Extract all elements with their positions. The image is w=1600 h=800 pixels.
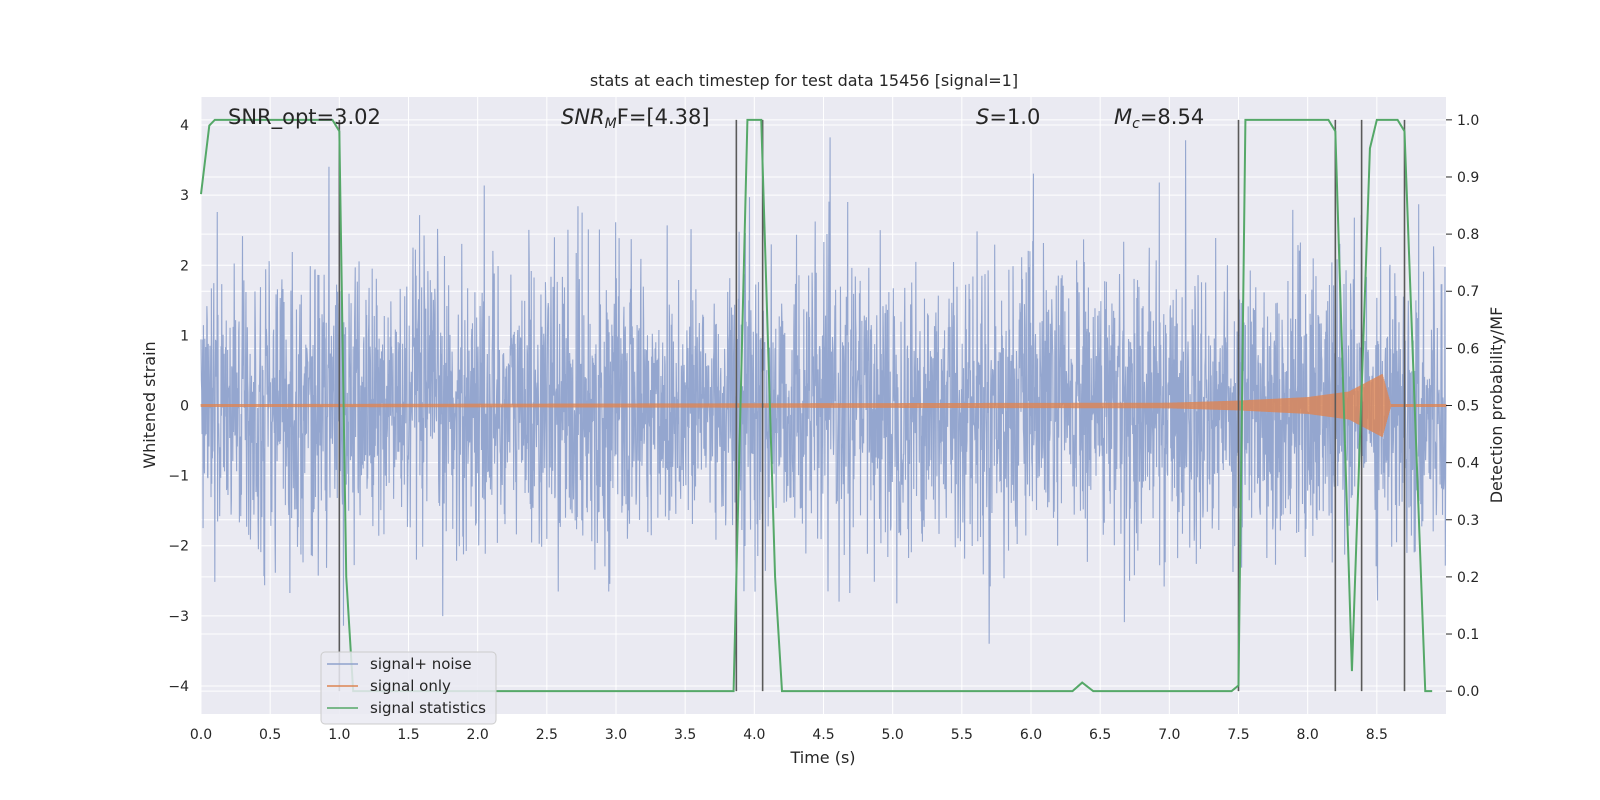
x-tick-label: 6.5 xyxy=(1089,727,1111,743)
y-tick-label: 3 xyxy=(180,188,189,204)
x-tick-label: 2.5 xyxy=(536,727,558,743)
x-tick-label: 0.0 xyxy=(190,727,212,743)
x-tick-label: 8.0 xyxy=(1297,727,1319,743)
legend-entry-signal-plus-noise: signal+ noise xyxy=(370,655,472,673)
x-axis-label: Time (s) xyxy=(789,748,855,767)
chart-title: stats at each timestep for test data 154… xyxy=(590,71,1018,90)
annotation-snr-opt: SNR_opt=3.02 xyxy=(228,105,381,130)
y2-tick-label: 0.7 xyxy=(1457,284,1479,300)
x-tick-label: 4.0 xyxy=(743,727,765,743)
x-tick-label: 7.0 xyxy=(1158,727,1180,743)
annotation-mc: Mc=8.54 xyxy=(1114,105,1204,132)
legend-entry-signal-only: signal only xyxy=(370,677,451,695)
y2-tick-label: 0.9 xyxy=(1457,170,1479,186)
y2-axis-ticks: 0.0 0.1 0.2 0.3 0.4 0.5 0.6 0.7 0.8 0.9 1.0 xyxy=(1446,113,1479,700)
x-tick-label: 1.0 xyxy=(328,727,350,743)
y2-axis-label: Detection probability/MF xyxy=(1487,307,1506,504)
legend-box xyxy=(320,651,497,725)
y2-tick-label: 0.6 xyxy=(1457,341,1479,357)
y2-tick-label: 0.2 xyxy=(1457,570,1479,586)
x-tick-label: 8.5 xyxy=(1366,727,1388,743)
x-tick-label: 6.0 xyxy=(1020,727,1042,743)
x-tick-label: 4.5 xyxy=(812,727,834,743)
x-tick-label: 2.0 xyxy=(467,727,489,743)
y-tick-label: 0 xyxy=(180,399,189,415)
y-tick-label: −3 xyxy=(168,609,189,625)
y2-tick-label: 0.1 xyxy=(1457,627,1479,643)
y2-tick-label: 0.3 xyxy=(1457,513,1479,529)
y-tick-label: 2 xyxy=(180,258,189,274)
x-tick-label: 0.5 xyxy=(259,727,281,743)
y-tick-label: −4 xyxy=(168,679,189,695)
y2-tick-label: 0.5 xyxy=(1457,399,1479,415)
y-axis-ticks: −4 −3 −2 −1 0 1 2 3 4 xyxy=(168,118,189,695)
x-tick-label: 7.5 xyxy=(1227,727,1249,743)
x-tick-label: 5.5 xyxy=(951,727,973,743)
x-tick-label: 5.0 xyxy=(882,727,904,743)
y2-tick-label: 0.0 xyxy=(1457,684,1479,700)
y-tick-label: −2 xyxy=(168,539,189,555)
y-axis-label: Whitened strain xyxy=(140,341,159,468)
x-tick-label: 1.5 xyxy=(397,727,419,743)
y2-tick-label: 0.8 xyxy=(1457,227,1479,243)
y-tick-label: −1 xyxy=(168,469,189,485)
y2-tick-label: 0.4 xyxy=(1457,456,1479,472)
series-line-signal-statistics xyxy=(200,118,1433,693)
y-tick-label: 1 xyxy=(180,328,189,344)
annotation-s: S=1.0 xyxy=(976,105,1040,129)
y2-tick-label: 1.0 xyxy=(1457,113,1479,129)
annotation-snr-mf: SNRMF=[4.38] xyxy=(561,105,710,132)
series-signal-statistics xyxy=(200,118,1433,693)
y-tick-label: 4 xyxy=(180,118,189,134)
x-axis-ticks: 0.0 0.5 1.0 1.5 2.0 2.5 3.0 3.5 4.0 4.5 5.0 5.5 6.0 6… xyxy=(190,727,1388,743)
legend: signal+ noise signal only signal statist… xyxy=(320,651,497,725)
x-tick-label: 3.5 xyxy=(674,727,696,743)
legend-entry-signal-statistics: signal statistics xyxy=(370,699,486,717)
x-tick-label: 3.0 xyxy=(605,727,627,743)
